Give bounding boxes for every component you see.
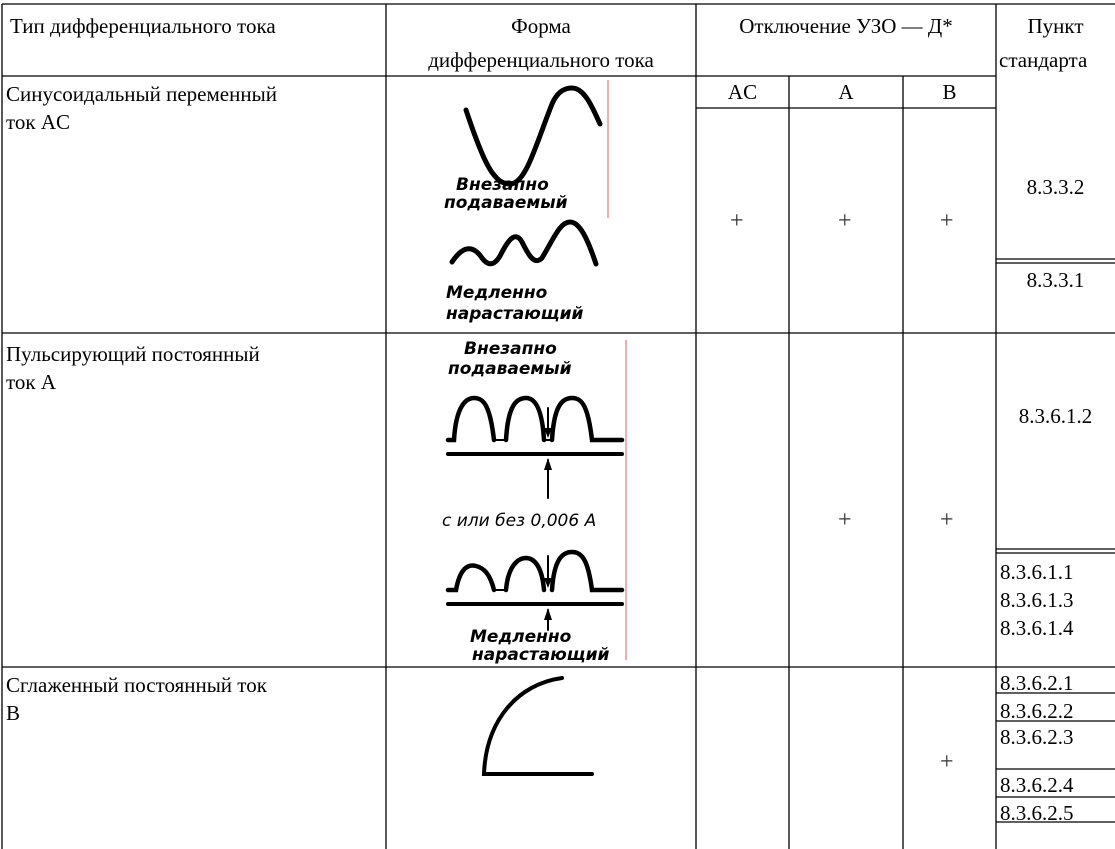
row3-clause-5: 8.3.6.2.5 [1000, 801, 1074, 825]
header-form-line1: Форма [511, 14, 571, 38]
row2-clause-4: 8.3.6.1.4 [1000, 616, 1074, 640]
smooth-dc-waveform [481, 676, 594, 776]
subheader-b: B [942, 80, 957, 104]
row3-type-line1: Сглаженный постоянный ток [6, 673, 267, 697]
row2-caption-sudden-2: подаваемый [448, 359, 572, 379]
row1-type-line2: ток AC [6, 110, 71, 134]
header-form-line2: дифференциального тока [428, 48, 654, 72]
row2-type-line2: ток A [6, 370, 57, 394]
row1-clause-1: 8.3.3.2 [1026, 175, 1085, 199]
row1-caption-slow-2: нарастающий [446, 304, 584, 324]
row3-clause-4: 8.3.6.2.4 [1000, 773, 1074, 797]
subheader-a: A [838, 80, 854, 104]
row2-clause-1: 8.3.6.1.2 [1018, 404, 1093, 428]
header-clause-line2: стандарта [999, 48, 1088, 72]
header-type: Тип дифференциального тока [10, 14, 276, 38]
subheader-ac: AC [727, 80, 758, 104]
header-trip: Отключение УЗО — Д* [739, 14, 953, 38]
row1-a-plus: + [838, 208, 852, 234]
row1-caption-slow-1: Медленно [446, 283, 548, 303]
row1-caption-sudden-2: подаваемый [444, 193, 568, 213]
row2-caption-slow-1: Медленно [470, 627, 572, 647]
row3-clause-3: 8.3.6.2.3 [1000, 725, 1074, 749]
sine-sudden-waveform [463, 85, 603, 187]
row3-type-line2: B [6, 701, 21, 725]
sine-slow-waveform [449, 219, 599, 267]
header-clause-line1: Пункт [1027, 14, 1084, 38]
pulsating-slow-waveform [445, 549, 625, 631]
row1-ac-plus: + [730, 208, 744, 234]
row1-b-plus: + [940, 208, 954, 234]
row1-clause-2: 8.3.3.1 [1026, 268, 1085, 292]
row2-a-plus: + [838, 507, 852, 533]
row2-clause-3: 8.3.6.1.3 [1000, 588, 1074, 612]
pulsating-sudden-waveform [445, 395, 625, 499]
row3-b-plus: + [940, 749, 954, 775]
row2-caption-sudden-1: Внезапно [464, 339, 557, 359]
row1-type-line1: Синусоидальный переменный [6, 82, 277, 106]
row3-clause-2: 8.3.6.2.2 [1000, 699, 1074, 723]
row2-type-line1: Пульсирующий постоянный [6, 342, 260, 366]
row1-caption-sudden-1: Внезапно [456, 175, 549, 195]
row2-caption-slow-2: нарастающий [472, 645, 610, 665]
row2-b-plus: + [940, 507, 954, 533]
row2-caption-mid: с или без 0,006 A [442, 511, 597, 531]
row2-clause-2: 8.3.6.1.1 [1000, 560, 1074, 584]
row3-clause-1: 8.3.6.2.1 [1000, 671, 1074, 695]
